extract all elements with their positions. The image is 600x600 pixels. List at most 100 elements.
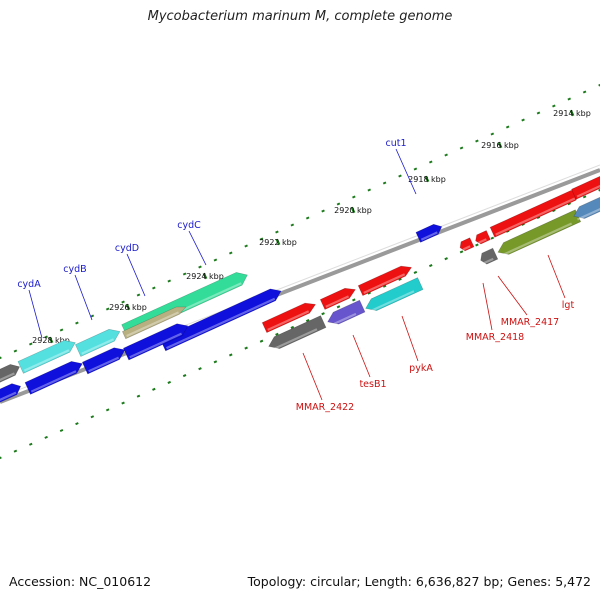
gene-lgt (573, 196, 600, 219)
gene-forward-red-shine (495, 197, 576, 236)
leader-line (188, 230, 207, 266)
gene-label-MMAR_2418: MMAR_2418 (466, 332, 524, 343)
gene-cydD-inner-shine (126, 311, 179, 337)
upper-scale-tick (475, 139, 479, 143)
lower-scale-tick (198, 367, 202, 371)
lower-scale-tick (275, 332, 279, 336)
major-tick (202, 272, 208, 280)
gene-cydA (17, 340, 76, 374)
upper-scale-tick (459, 146, 464, 150)
axis-tick-label: 2918 kbp (408, 175, 446, 184)
upper-scale-tick (182, 272, 187, 276)
upper-scale-tick (167, 279, 172, 283)
leader-line (302, 352, 323, 401)
gene-MMAR_2418 (480, 247, 499, 265)
gene-forward-red-small (459, 237, 475, 252)
gene-MMAR_2417-shine (501, 222, 573, 257)
upper-scale-tick (244, 244, 248, 248)
lower-scale-tick (44, 435, 48, 439)
lower-scale-tick (13, 449, 18, 453)
upper-scale-tick (290, 223, 295, 227)
gene-cut1-shine (420, 231, 438, 241)
gene-cydB-shine (81, 338, 114, 355)
gene-forward-red-small-shine (478, 238, 487, 244)
upper-scale-tick (428, 160, 433, 164)
axis-tick-label: 2916 kbp (481, 141, 519, 150)
lower-scale-tick (213, 360, 218, 364)
axis-tick-label: 2914 kbp (553, 109, 591, 118)
upper-scale-tick (444, 153, 448, 157)
gene-reverse-blue-shine (30, 370, 77, 393)
lower-scale-tick (352, 298, 356, 302)
lower-scale-tick (367, 291, 372, 295)
gene-reverse-blue-shine (88, 356, 120, 373)
lower-scale-tick (321, 312, 325, 316)
upper-scale-tick (413, 167, 418, 171)
upper-scale-tick (105, 307, 110, 311)
upper-scale-tick (259, 237, 264, 241)
lower-scale-tick (59, 428, 64, 433)
major-tick (275, 238, 281, 246)
major-tick (125, 303, 131, 311)
upper-scale-tick (536, 111, 541, 115)
leader-line (74, 274, 93, 321)
lower-scale-tick (290, 325, 295, 329)
major-tick (48, 336, 54, 344)
upper-scale-tick (90, 314, 95, 318)
upper-scale-tick (152, 286, 156, 290)
gene-forward-red-shine (363, 273, 406, 294)
upper-scale-tick (490, 132, 495, 136)
gene-forward-gray (0, 364, 21, 383)
leader-line (28, 289, 43, 339)
upper-scale-tick (321, 209, 325, 213)
gene-MMAR_2422-shine (271, 328, 318, 351)
lower-scale-tick (598, 188, 600, 192)
upper-scale-tick (521, 118, 525, 122)
gene-forward-red-small (475, 230, 491, 245)
lower-scale-tick (0, 456, 2, 460)
lower-scale-tick (28, 442, 33, 446)
lower-scale-tick (90, 415, 95, 419)
lower-scale-tick (490, 236, 495, 240)
lower-scale-tick (182, 374, 187, 378)
gene-forward-red-edge-shine (576, 184, 600, 198)
upper-scale-tick (552, 104, 556, 108)
axis-tick-label: 2922 kbp (259, 238, 297, 247)
lower-scale-tick (552, 209, 556, 213)
gene-tesB1-shine (330, 312, 357, 327)
gene-reverse-blue-shine (0, 391, 17, 402)
upper-scale-tick (75, 321, 79, 325)
upper-scale-tick (305, 216, 310, 220)
leader-line (482, 282, 493, 331)
upper-scale-tick (398, 174, 402, 178)
upper-scale-tick (567, 97, 572, 101)
gene-tesB1 (327, 299, 366, 325)
lower-scale-tick (582, 195, 587, 199)
upper-scale-tick (213, 258, 218, 262)
gene-label-MMAR_2417: MMAR_2417 (501, 317, 559, 328)
axis-tick-label: 2924 kbp (186, 272, 224, 281)
gene-label-tesB1: tesB1 (359, 379, 386, 390)
gene-MMAR_2418-shine (483, 257, 494, 264)
upper-scale-tick (352, 195, 356, 199)
gene-cydB (75, 328, 121, 357)
gene-cydA-shine (23, 349, 70, 372)
lower-scale-tick (567, 202, 572, 206)
gene-forward-red-small-shine (462, 245, 471, 251)
leader-line (497, 275, 528, 316)
upper-scale-tick (13, 349, 18, 353)
lower-scale-tick (228, 353, 233, 357)
genome-summary-text: Topology: circular; Length: 6,636,827 bp… (247, 574, 591, 589)
gene-forward-red (319, 287, 356, 310)
map-title: Mycobacterium marinum M, complete genome (147, 9, 453, 24)
gene-label-cydC: cydC (177, 220, 201, 231)
gene-forward-red (261, 302, 317, 333)
lower-scale-tick (382, 284, 387, 288)
gene-pykA-shine (368, 290, 415, 313)
gene-forward-gray-shine (0, 372, 15, 382)
gene-label-cut1: cut1 (385, 138, 406, 149)
lower-scale-tick (75, 422, 79, 426)
lower-scale-tick (152, 387, 156, 391)
lower-scale-tick (428, 264, 433, 268)
